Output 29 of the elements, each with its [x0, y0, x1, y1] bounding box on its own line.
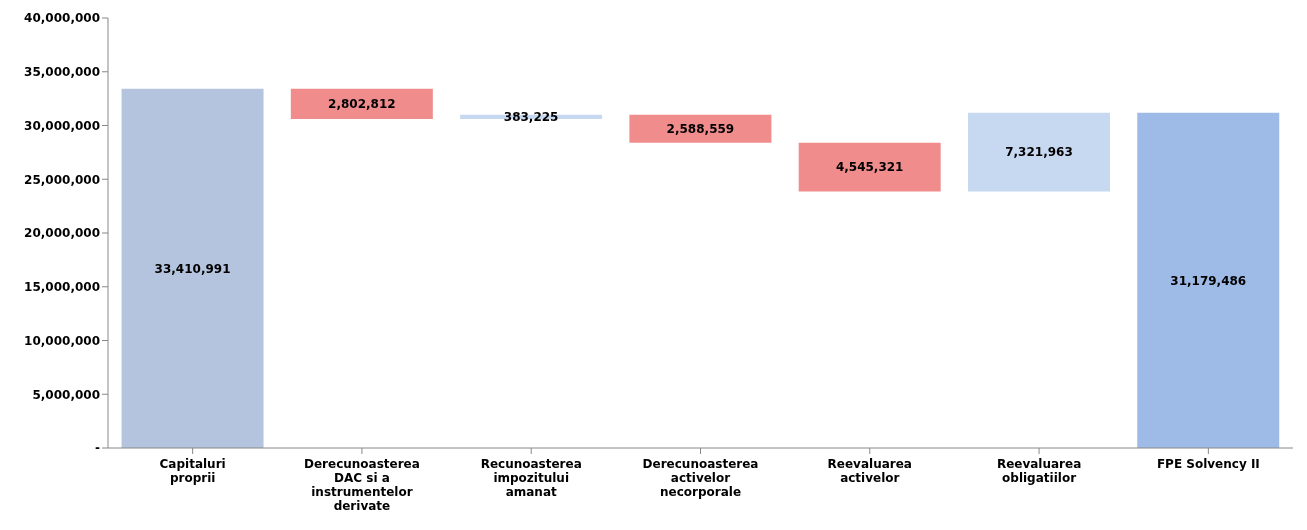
- y-tick-label: 10,000,000: [24, 333, 100, 348]
- x-tick-label: Reevaluarea obligatiilor: [996, 457, 1082, 485]
- y-tick-label: 20,000,000: [24, 226, 100, 241]
- data-label: 2,588,559: [666, 122, 735, 137]
- x-tick-label: FPE Solvency II: [1156, 457, 1260, 471]
- x-tick-label: Derecunoasterea DAC si a instrumentelor derivate: [303, 457, 420, 513]
- data-label: 7,321,963: [1005, 145, 1073, 160]
- y-tick-label: 5,000,000: [32, 387, 100, 402]
- data-label: 383,225: [503, 110, 559, 125]
- data-label: 31,179,486: [1170, 273, 1247, 288]
- bar: [1137, 112, 1280, 448]
- bar: [629, 114, 772, 143]
- data-label: 4,545,321: [835, 160, 904, 175]
- y-tick-label: 30,000,000: [24, 118, 100, 133]
- y-tick-label: 40,000,000: [24, 11, 100, 26]
- bar: [967, 112, 1110, 192]
- x-tick-label: Capitaluri proprii: [159, 457, 226, 485]
- y-tick-label: 15,000,000: [24, 280, 100, 295]
- data-label: 2,802,812: [328, 97, 396, 112]
- bar: [121, 88, 264, 448]
- bar: [290, 88, 433, 119]
- x-tick-label: Reevaluarea activelor: [827, 457, 912, 485]
- y-tick-label: 35,000,000: [24, 65, 100, 80]
- x-tick-label: Derecunoasterea activelor necorporale: [642, 457, 759, 499]
- y-tick-label: 25,000,000: [24, 172, 100, 187]
- x-tick-label: Recunoasterea impozitului amanat: [480, 457, 582, 499]
- y-tick-label: -: [95, 441, 101, 456]
- data-label: 33,410,991: [154, 261, 231, 276]
- bar: [798, 142, 941, 192]
